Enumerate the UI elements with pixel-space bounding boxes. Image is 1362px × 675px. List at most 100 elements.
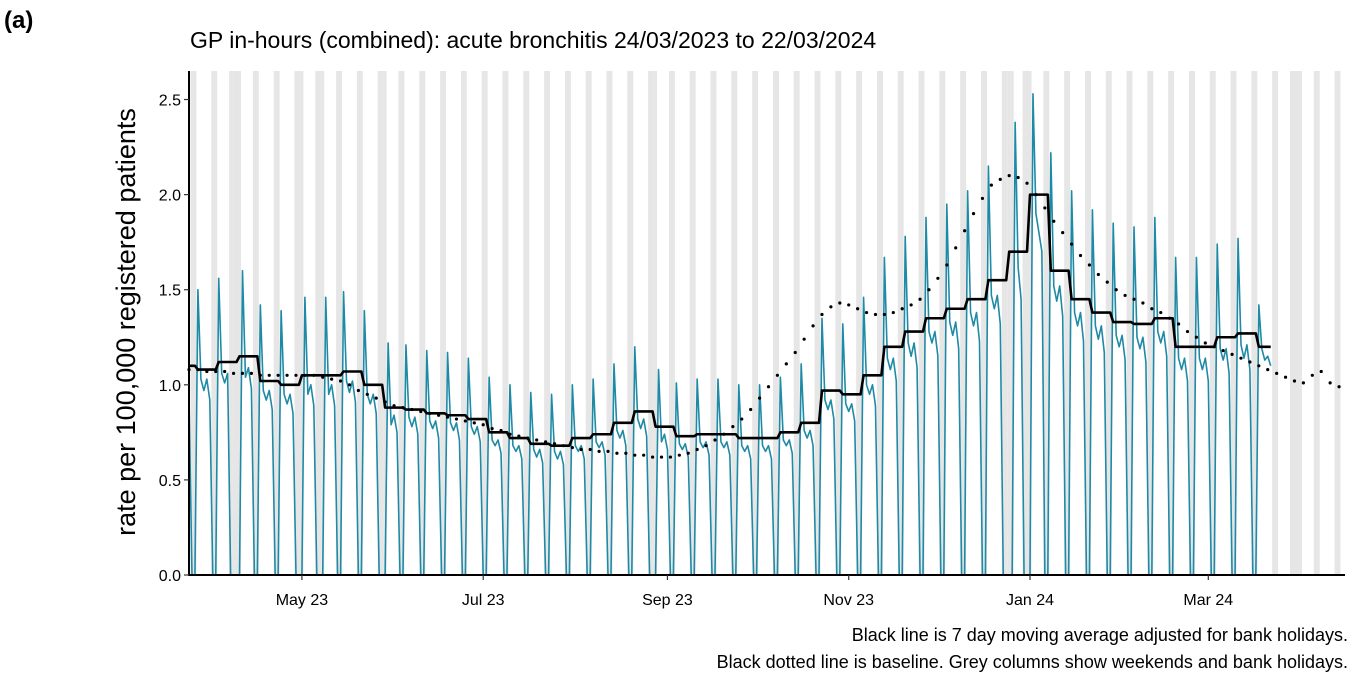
baseline-dot — [820, 312, 824, 317]
weekend-column — [1188, 71, 1195, 575]
weekend-column — [294, 71, 301, 575]
weekend-column — [1209, 71, 1216, 575]
baseline-dot — [312, 373, 316, 377]
x-tick-label: Jan 24 — [1006, 592, 1054, 609]
weekend-column — [1084, 71, 1091, 575]
baseline-dot — [1203, 341, 1207, 345]
baseline-dot — [1230, 352, 1234, 356]
baseline-dot — [1016, 175, 1020, 180]
baseline-dot — [695, 447, 699, 452]
y-axis-label: rate per 100,000 registered patients — [111, 108, 141, 536]
baseline-dot — [784, 362, 788, 366]
baseline-dot — [1034, 193, 1038, 197]
weekend-column — [190, 71, 197, 575]
baseline-dot — [775, 373, 780, 377]
baseline-dot — [927, 288, 931, 292]
baseline-dot — [472, 421, 476, 425]
baseline-dot — [517, 434, 521, 438]
baseline-dot — [677, 453, 681, 457]
weekend-column — [419, 71, 426, 575]
baseline-dot — [1141, 301, 1145, 305]
y-tick-label: 1.0 — [159, 378, 181, 395]
bank-holiday-column — [1010, 71, 1014, 575]
baseline-dot — [856, 307, 860, 311]
weekend-column — [814, 71, 821, 575]
weekend-column — [856, 71, 863, 575]
weekend-column — [876, 71, 883, 575]
baseline-dot — [401, 406, 405, 410]
baseline-dot — [686, 451, 690, 455]
x-tick-label: Mar 24 — [1183, 592, 1233, 609]
baseline-dot — [722, 432, 726, 436]
weekend-column — [668, 71, 675, 575]
baseline-dot — [633, 453, 637, 457]
baseline-dot — [650, 455, 655, 459]
baseline-dot — [945, 263, 949, 267]
weekend-column — [1272, 71, 1279, 575]
weekend-column — [752, 71, 759, 575]
baseline-dot — [847, 303, 851, 307]
baseline-dot — [989, 183, 993, 187]
baseline-dot — [793, 350, 797, 355]
baseline-dot — [1283, 375, 1288, 379]
bank-holiday-column — [321, 71, 325, 575]
weekend-column — [772, 71, 779, 575]
weekend-column — [960, 71, 967, 575]
weekend-column — [1251, 71, 1258, 575]
weekend-column — [731, 71, 738, 575]
baseline-dot — [1212, 345, 1216, 349]
weekend-column — [897, 71, 904, 575]
baseline-dot — [838, 301, 842, 305]
y-tick-label: 2.5 — [159, 93, 181, 110]
bank-holiday-column — [654, 71, 658, 575]
baseline-dot — [231, 371, 236, 375]
baseline-dot — [642, 453, 646, 457]
bank-holiday-column — [1298, 71, 1302, 575]
weekend-column — [710, 71, 717, 575]
baseline-dot — [321, 375, 325, 379]
bank-holiday-column — [300, 71, 304, 575]
baseline-dot — [1114, 288, 1118, 292]
weekend-column — [523, 71, 530, 575]
weekend-column — [689, 71, 696, 575]
baseline-dot — [535, 438, 539, 442]
weekend-column — [252, 71, 259, 575]
weekend-column — [606, 71, 613, 575]
y-tick-label: 1.5 — [159, 283, 181, 300]
baseline-dot — [579, 447, 583, 452]
baseline-dot — [249, 371, 254, 375]
baseline-dot — [891, 310, 895, 315]
baseline-dot — [1132, 297, 1136, 301]
shading — [190, 71, 1341, 575]
weekend-column — [273, 71, 280, 575]
baseline-dot — [1123, 293, 1127, 298]
baseline-dot — [214, 369, 218, 374]
baseline-dot — [900, 307, 904, 311]
baseline-dot — [731, 425, 735, 429]
axes: 0.0 0.5 1.0 1.5 2.0 2.5 May 23 Jul 23 Sep 23 Nov … — [159, 71, 1345, 609]
bank-holiday-column — [238, 71, 242, 575]
baseline-dot — [1043, 206, 1047, 210]
baseline-dot — [365, 392, 369, 396]
weekend-column — [356, 71, 363, 575]
baseline-dot — [481, 423, 485, 427]
weekend-column — [1064, 71, 1071, 575]
baseline-dot — [437, 413, 441, 417]
weekend-column — [1022, 71, 1029, 575]
y-tick-label: 0.0 — [159, 568, 181, 585]
weekend-column — [1292, 71, 1299, 575]
baseline-dot — [1266, 367, 1270, 372]
x-tick-label: Jul 23 — [462, 592, 505, 609]
baseline-dot — [347, 383, 352, 387]
weekend-column — [564, 71, 571, 575]
baseline-dot — [1176, 322, 1181, 326]
baseline-dot — [1275, 371, 1279, 375]
baseline-dot — [330, 377, 334, 381]
weekend-column — [918, 71, 925, 575]
baseline-dot — [392, 404, 396, 408]
baseline-dot — [1337, 385, 1341, 389]
baseline-dot — [1248, 360, 1252, 364]
series-line — [188, 93, 1272, 576]
baseline-dot — [749, 407, 753, 412]
